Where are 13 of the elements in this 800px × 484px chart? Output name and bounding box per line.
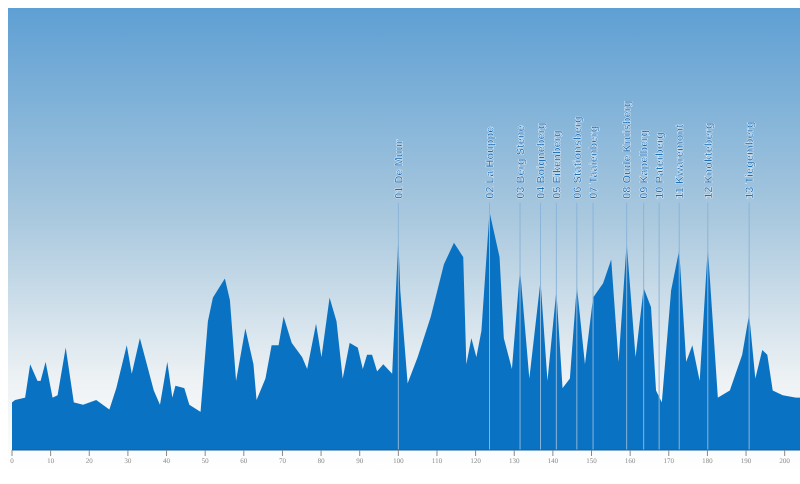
ref-line-label: 12 Knokteberg	[702, 122, 715, 199]
ref-line-label: 05 Eikenberg	[551, 130, 564, 199]
ref-line-label: 11 Kwaremont	[674, 124, 686, 199]
ref-line-label: 09 Kapelberg	[638, 130, 651, 199]
ref-line-label: 01 De Muur	[393, 138, 406, 199]
ref-line-label: 04 Boigneberg	[536, 122, 548, 199]
ref-line-label: 07 Taaienberg	[588, 126, 600, 199]
ref-line-label: 13 Tiegemberg	[744, 121, 756, 199]
ref-line-label: 03 Berg Stene	[515, 125, 528, 199]
ref-line-label: 06 Stationsberg	[572, 116, 584, 199]
ref-line-label: 10 Paterberg	[654, 132, 666, 199]
ref-line-label: 08 Oude Kruisberg	[622, 100, 634, 199]
ref-line-label: 02 La Houppe	[484, 126, 497, 199]
